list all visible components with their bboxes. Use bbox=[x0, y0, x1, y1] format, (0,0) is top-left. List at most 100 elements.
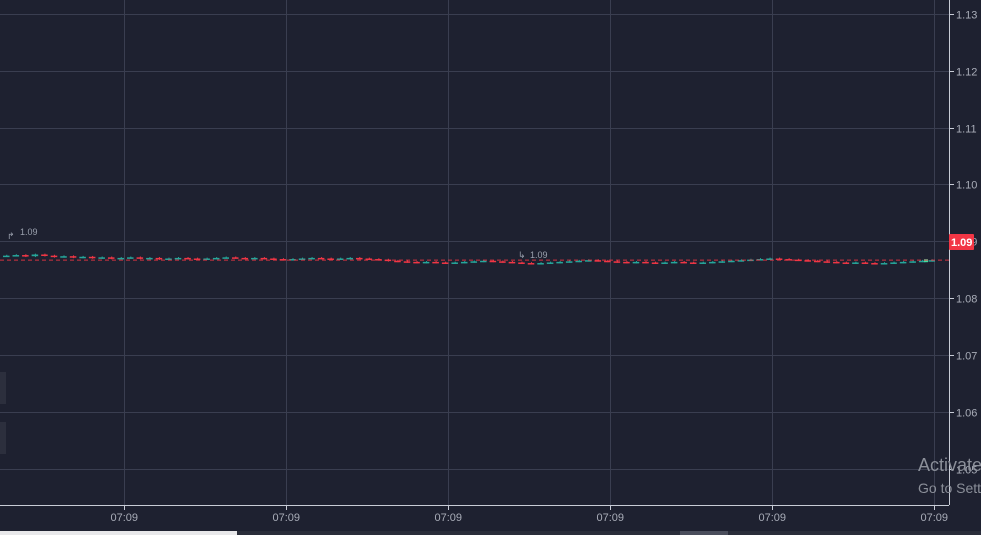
candle-body bbox=[613, 261, 621, 263]
y-tick-label: 1.11 bbox=[956, 124, 977, 136]
candle-body bbox=[107, 257, 115, 259]
y-tick-label: 1.13 bbox=[956, 10, 977, 22]
candle-body bbox=[403, 261, 411, 263]
candle-body bbox=[775, 258, 783, 260]
low-marker-arrow: ↳ bbox=[518, 250, 526, 260]
current-price-label: 1.09 bbox=[949, 234, 974, 250]
activation-watermark-subtitle: Go to Settings to activate Windows. bbox=[918, 480, 981, 496]
y-tick-label: 1.08 bbox=[956, 294, 977, 306]
x-tick-label: 07:09 bbox=[435, 512, 463, 524]
candle-body bbox=[718, 261, 726, 263]
candle-body bbox=[632, 261, 640, 264]
candle-body bbox=[584, 260, 592, 262]
candle-body bbox=[804, 260, 811, 262]
candle-body bbox=[289, 259, 296, 261]
candle-body bbox=[728, 260, 735, 263]
y-tick-label: 1.05 bbox=[956, 465, 977, 477]
candle-body bbox=[356, 257, 363, 260]
scrollbar-thumb[interactable] bbox=[0, 531, 237, 535]
candle-body bbox=[222, 257, 229, 259]
candle-body bbox=[918, 260, 926, 263]
candle-body bbox=[565, 261, 573, 263]
candle-body bbox=[413, 261, 420, 264]
y-tick-label: 1.10 bbox=[956, 180, 977, 192]
candle-body bbox=[546, 262, 554, 264]
candle-body bbox=[22, 255, 29, 257]
candle-body bbox=[680, 261, 687, 264]
candle-body bbox=[527, 263, 535, 265]
candle-body bbox=[336, 258, 344, 260]
scrollbar-marker bbox=[680, 531, 728, 535]
candle-body bbox=[3, 255, 10, 258]
high-marker: ↱ 1.09 bbox=[7, 227, 38, 241]
x-tick-label: 07:09 bbox=[273, 512, 301, 524]
candle-body bbox=[60, 256, 67, 258]
candle-body bbox=[661, 262, 668, 264]
candle-body bbox=[518, 262, 525, 264]
candle-body bbox=[470, 261, 478, 263]
candle-body bbox=[117, 257, 125, 260]
candle-body bbox=[12, 255, 20, 257]
candle-body bbox=[155, 257, 163, 260]
candle-body bbox=[441, 262, 449, 264]
candle-body bbox=[212, 257, 220, 260]
candle-body bbox=[909, 261, 916, 263]
candle-body bbox=[31, 254, 39, 257]
candle-body bbox=[623, 261, 630, 264]
low-marker: ↳ 1.09 bbox=[518, 250, 548, 260]
candle-body bbox=[604, 260, 611, 263]
candle-body bbox=[298, 258, 306, 260]
price-axis[interactable]: 1.13 1.12 1.11 1.10 1.09 1.08 1.07 1.06 1.05 bbox=[949, 10, 977, 477]
current-price-label-bg bbox=[949, 234, 974, 250]
candle-body bbox=[69, 256, 77, 258]
candle-body bbox=[241, 257, 249, 260]
candle-body bbox=[699, 262, 707, 264]
candle-body bbox=[203, 258, 210, 260]
candle-body bbox=[556, 261, 563, 264]
x-tick-label: 07:09 bbox=[111, 512, 139, 524]
candle-body bbox=[871, 263, 878, 265]
y-tick-label: 1.06 bbox=[956, 408, 977, 420]
candle-body bbox=[460, 261, 468, 264]
candle-body bbox=[480, 260, 487, 263]
candle-body bbox=[127, 257, 134, 259]
low-marker-label: 1.09 bbox=[530, 250, 548, 260]
candle-body bbox=[575, 260, 582, 263]
candle-body bbox=[642, 261, 649, 264]
candle-body bbox=[41, 254, 48, 256]
candle-body bbox=[785, 259, 792, 261]
candle-body bbox=[432, 261, 439, 264]
candle-body bbox=[88, 256, 96, 259]
candle-body bbox=[422, 261, 430, 264]
candle-body bbox=[833, 261, 840, 264]
candle-body bbox=[823, 261, 831, 263]
candle-body bbox=[537, 263, 544, 265]
candle-body bbox=[689, 262, 697, 264]
candle-body bbox=[136, 257, 144, 259]
x-tick-label: 07:09 bbox=[921, 512, 949, 524]
candle-body bbox=[394, 260, 401, 263]
candle-body bbox=[651, 262, 659, 264]
candle-body bbox=[861, 262, 869, 264]
candle-body bbox=[451, 262, 458, 264]
candle-body bbox=[98, 257, 105, 259]
candle-body bbox=[146, 257, 153, 260]
candles bbox=[0, 253, 949, 265]
side-panel-tab-1[interactable] bbox=[0, 372, 6, 404]
candle-body bbox=[842, 262, 850, 264]
time-axis[interactable]: 07:09 07:09 07:09 07:09 07:09 07:09 bbox=[111, 505, 949, 524]
candle-body bbox=[852, 262, 859, 264]
candle-body bbox=[890, 262, 897, 264]
candle-body bbox=[899, 261, 907, 264]
candle-body bbox=[928, 260, 935, 262]
high-marker-label: 1.09 bbox=[20, 227, 38, 237]
side-panel-tab-2[interactable] bbox=[0, 422, 6, 454]
activation-watermark-title: Activate Windows bbox=[918, 455, 981, 475]
candle-body bbox=[499, 261, 506, 263]
candle-body bbox=[594, 260, 602, 262]
y-tick-label: 1.07 bbox=[956, 351, 977, 363]
candle-body bbox=[251, 257, 258, 260]
horizontal-scrollbar[interactable] bbox=[0, 531, 981, 535]
candle-body bbox=[327, 258, 334, 260]
